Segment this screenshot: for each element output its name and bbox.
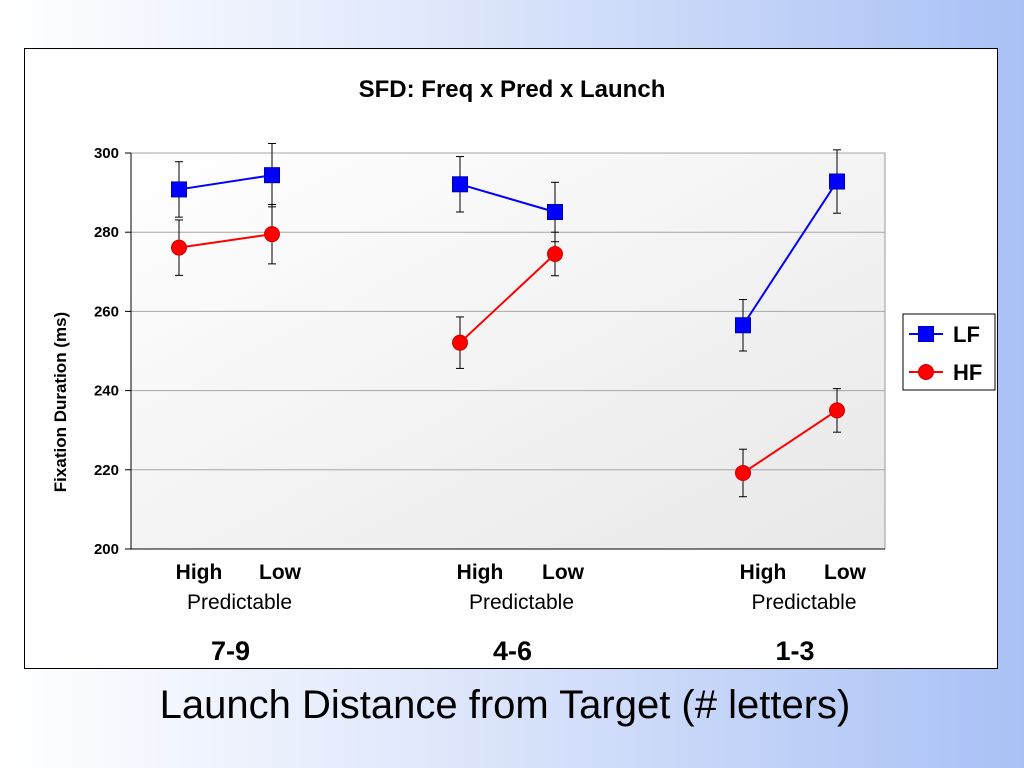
x-sublabel: Predictable <box>751 591 856 614</box>
series-line-hf <box>742 409 838 474</box>
y-axis-label: Fixation Duration (ms) <box>51 312 70 492</box>
plot-area <box>130 152 886 550</box>
data-point-lf <box>171 181 187 198</box>
y-tick-label: 260 <box>94 303 119 320</box>
series-line-lf <box>742 180 838 326</box>
data-point-hf <box>264 226 280 243</box>
data-point-hf <box>735 464 751 481</box>
y-tick-label: 200 <box>94 541 119 558</box>
x-level-label: High <box>740 561 787 584</box>
data-point-lf <box>735 317 751 334</box>
data-point-hf <box>452 334 468 351</box>
y-tick-label: 300 <box>94 145 119 162</box>
chart-title: SFD: Freq x Pred x Launch <box>359 76 666 103</box>
legend-label-hf: HF <box>953 360 982 385</box>
legend-marker-lf <box>918 326 934 342</box>
y-tick-label: 240 <box>94 383 119 400</box>
series-line-lf <box>178 174 273 191</box>
series-line-hf <box>459 253 556 344</box>
x-group-label: 1-3 <box>775 636 814 666</box>
data-point-lf <box>264 167 280 184</box>
y-tick-label: 280 <box>94 224 119 241</box>
x-sublabel: Predictable <box>469 591 574 614</box>
chart-frame: SFD: Freq x Pred x Launch 200 220 240 260 28… <box>24 48 998 669</box>
series-line-hf <box>178 233 273 249</box>
x-level-label: Low <box>542 561 585 584</box>
x-sublabel: Predictable <box>187 591 292 614</box>
data-point-lf <box>547 204 563 221</box>
chart-svg: SFD: Freq x Pred x Launch 200 220 240 260 28… <box>51 76 996 666</box>
x-level-label: High <box>457 561 504 584</box>
data-point-lf <box>829 173 845 190</box>
legend-label-lf: LF <box>953 322 980 347</box>
data-point-lf <box>452 176 468 193</box>
x-level-label: High <box>176 561 223 584</box>
series-line-lf <box>459 183 556 213</box>
x-group-label: 4-6 <box>493 636 532 666</box>
data-point-hf <box>171 239 187 256</box>
legend-marker-hf <box>918 364 934 380</box>
data-point-hf <box>547 245 563 262</box>
data-point-hf <box>829 402 845 419</box>
x-group-label: 7-9 <box>211 636 250 666</box>
x-level-label: Low <box>824 561 867 584</box>
y-tick-label: 220 <box>94 462 119 479</box>
slide-caption: Launch Distance from Target (# letters) <box>159 683 851 727</box>
x-level-label: Low <box>259 561 302 584</box>
